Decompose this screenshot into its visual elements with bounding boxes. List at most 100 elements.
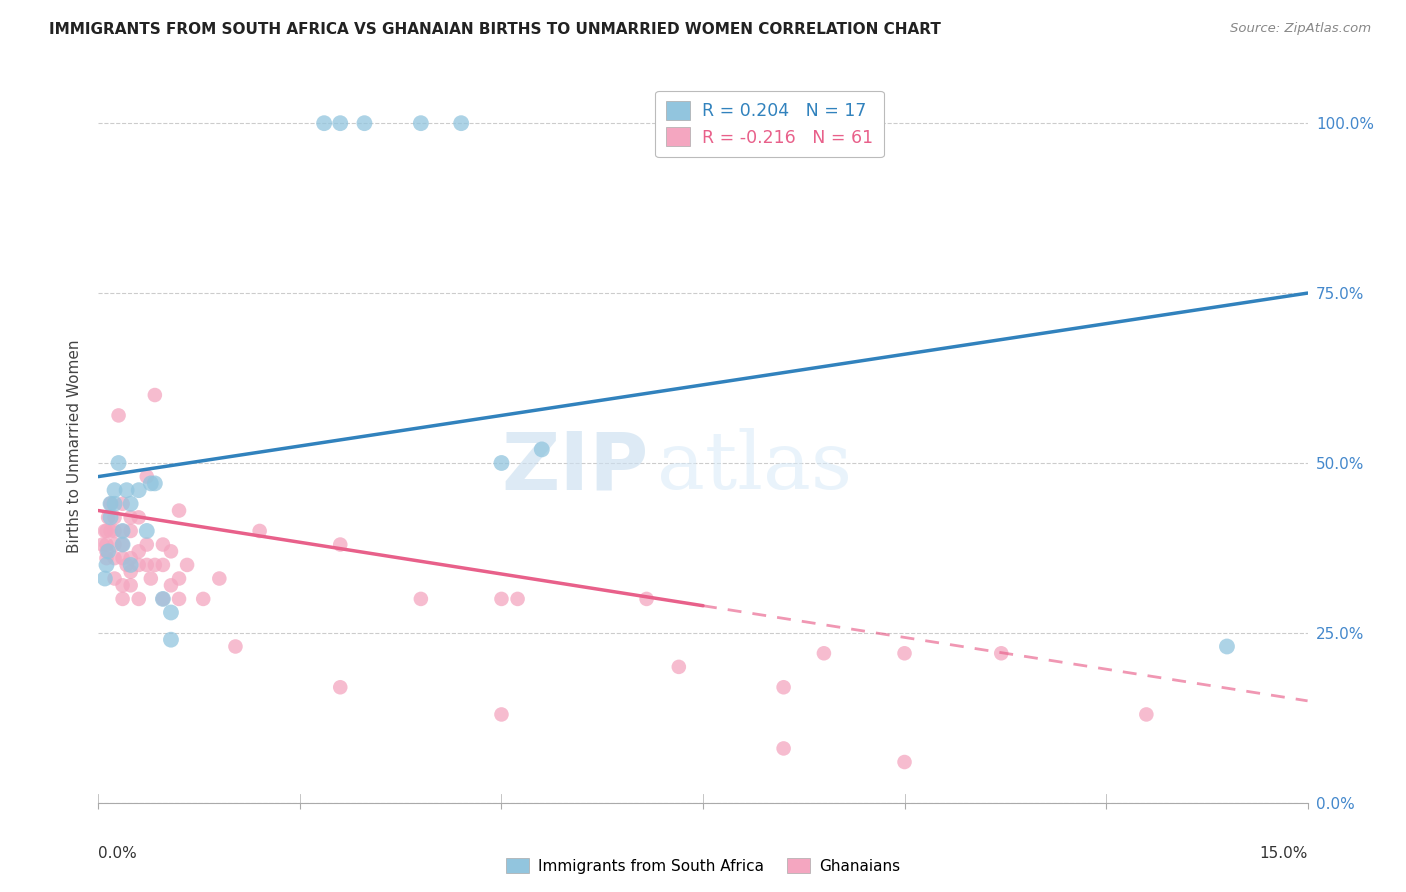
Point bbox=[530, 442, 553, 457]
Point bbox=[100, 497, 122, 511]
Point bbox=[107, 456, 129, 470]
Point bbox=[160, 632, 183, 647]
Point bbox=[1216, 640, 1239, 654]
Point bbox=[120, 497, 142, 511]
Point bbox=[97, 510, 120, 524]
Point bbox=[120, 524, 142, 538]
Point bbox=[120, 578, 142, 592]
Point bbox=[167, 572, 190, 586]
Point bbox=[96, 544, 118, 558]
Point bbox=[160, 544, 183, 558]
Point bbox=[893, 755, 915, 769]
Point bbox=[176, 558, 198, 572]
Point bbox=[115, 483, 138, 498]
Point bbox=[94, 524, 117, 538]
Point bbox=[103, 551, 125, 566]
Point bbox=[128, 591, 150, 606]
Legend: R = 0.204   N = 17, R = -0.216   N = 61: R = 0.204 N = 17, R = -0.216 N = 61 bbox=[655, 91, 884, 157]
Point bbox=[152, 591, 174, 606]
Point bbox=[353, 116, 375, 130]
Point bbox=[135, 469, 157, 483]
Point bbox=[103, 483, 125, 498]
Point bbox=[772, 680, 794, 694]
Point bbox=[128, 483, 150, 498]
Point bbox=[103, 497, 125, 511]
Point bbox=[111, 578, 134, 592]
Point bbox=[329, 537, 352, 551]
Point bbox=[506, 591, 529, 606]
Point bbox=[120, 551, 142, 566]
Point bbox=[128, 558, 150, 572]
Point bbox=[152, 558, 174, 572]
Point bbox=[208, 572, 231, 586]
Text: Source: ZipAtlas.com: Source: ZipAtlas.com bbox=[1230, 22, 1371, 36]
Point bbox=[668, 660, 690, 674]
Point bbox=[152, 537, 174, 551]
Point bbox=[491, 591, 513, 606]
Point bbox=[135, 558, 157, 572]
Point bbox=[135, 524, 157, 538]
Point bbox=[91, 537, 114, 551]
Text: 0.0%: 0.0% bbox=[98, 846, 138, 861]
Point bbox=[139, 572, 162, 586]
Point bbox=[100, 497, 122, 511]
Point bbox=[139, 476, 162, 491]
Point bbox=[167, 591, 190, 606]
Legend: Immigrants from South Africa, Ghanaians: Immigrants from South Africa, Ghanaians bbox=[499, 852, 907, 880]
Point bbox=[120, 565, 142, 579]
Point bbox=[96, 524, 118, 538]
Point bbox=[450, 116, 472, 130]
Point bbox=[100, 510, 122, 524]
Point bbox=[491, 707, 513, 722]
Point bbox=[409, 591, 432, 606]
Point bbox=[128, 510, 150, 524]
Point bbox=[893, 646, 915, 660]
Point bbox=[636, 591, 658, 606]
Text: ZIP: ZIP bbox=[502, 428, 648, 507]
Point bbox=[143, 388, 166, 402]
Point bbox=[249, 524, 271, 538]
Point bbox=[1135, 707, 1157, 722]
Point bbox=[990, 646, 1012, 660]
Point bbox=[120, 510, 142, 524]
Point bbox=[128, 544, 150, 558]
Point bbox=[111, 537, 134, 551]
Point bbox=[143, 476, 166, 491]
Point bbox=[143, 558, 166, 572]
Point bbox=[107, 409, 129, 423]
Point bbox=[152, 591, 174, 606]
Point bbox=[160, 578, 183, 592]
Point bbox=[224, 640, 246, 654]
Point bbox=[96, 537, 118, 551]
Point bbox=[94, 572, 117, 586]
Text: 15.0%: 15.0% bbox=[1260, 846, 1308, 861]
Point bbox=[120, 558, 142, 572]
Point bbox=[96, 558, 118, 572]
Point bbox=[491, 456, 513, 470]
Point bbox=[97, 544, 120, 558]
Point bbox=[111, 551, 134, 566]
Point bbox=[100, 524, 122, 538]
Point bbox=[103, 510, 125, 524]
Point bbox=[329, 116, 352, 130]
Point bbox=[103, 537, 125, 551]
Point bbox=[167, 503, 190, 517]
Point bbox=[111, 591, 134, 606]
Point bbox=[160, 606, 183, 620]
Point bbox=[314, 116, 336, 130]
Point bbox=[135, 537, 157, 551]
Point bbox=[115, 558, 138, 572]
Point bbox=[329, 680, 352, 694]
Point bbox=[111, 537, 134, 551]
Y-axis label: Births to Unmarried Women: Births to Unmarried Women bbox=[67, 339, 83, 553]
Point bbox=[103, 524, 125, 538]
Point bbox=[96, 551, 118, 566]
Point bbox=[772, 741, 794, 756]
Point bbox=[111, 497, 134, 511]
Text: atlas: atlas bbox=[657, 428, 852, 507]
Point bbox=[813, 646, 835, 660]
Point bbox=[111, 524, 134, 538]
Text: IMMIGRANTS FROM SOUTH AFRICA VS GHANAIAN BIRTHS TO UNMARRIED WOMEN CORRELATION C: IMMIGRANTS FROM SOUTH AFRICA VS GHANAIAN… bbox=[49, 22, 941, 37]
Point bbox=[193, 591, 215, 606]
Point bbox=[111, 524, 134, 538]
